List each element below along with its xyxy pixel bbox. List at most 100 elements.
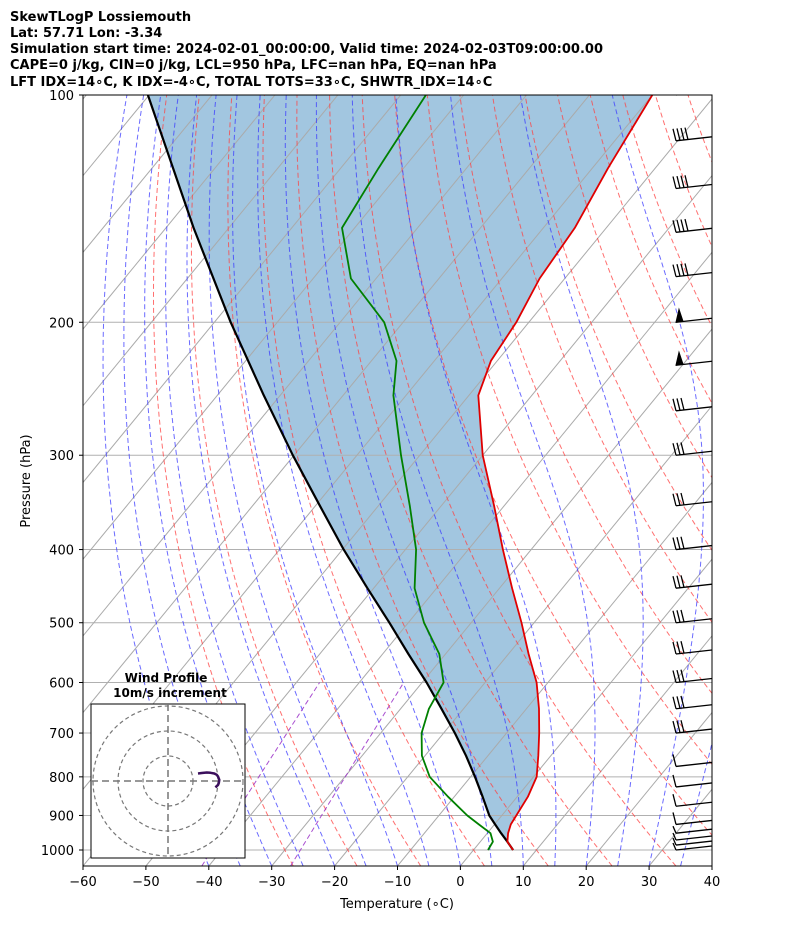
wind-barb-feather — [680, 695, 685, 709]
isotherm-line — [208, 251, 712, 866]
dry-adiabat — [557, 95, 712, 479]
dry-adiabat — [394, 95, 712, 836]
wind-barb-feather — [672, 398, 677, 411]
moist-adiabat — [519, 95, 644, 866]
moist-adiabat — [165, 95, 304, 866]
dry-adiabat — [153, 95, 294, 866]
wind-barb-feather — [675, 95, 676, 96]
wind-barb-feather — [680, 127, 685, 141]
wind-barb-feather — [672, 493, 677, 506]
wind-barb-staff — [675, 828, 712, 834]
isotherm-line — [522, 635, 712, 866]
header-indices-2: LFT IDX=14∘C, K IDX=-4∘C, TOTAL TOTS=33∘… — [10, 75, 492, 90]
wind-barb-feather — [680, 219, 685, 232]
wind-barb-feather — [672, 537, 677, 550]
moist-adiabat — [450, 95, 596, 866]
sounding-profiles — [146, 95, 654, 851]
wind-barb-feather — [672, 264, 677, 277]
x-axis-label: Temperature (∘C) — [339, 897, 454, 912]
dry-adiabat — [687, 95, 712, 164]
wind-barb-feather — [676, 175, 681, 189]
y-tick-label: 200 — [49, 316, 74, 331]
dry-adiabat — [786, 95, 794, 866]
wind-barb-feather — [672, 128, 677, 141]
wind-barb-feather — [680, 442, 685, 455]
wind-barb-feather — [676, 641, 681, 654]
inset-subtitle: 10m/s increment — [113, 686, 227, 700]
moist-adiabat — [711, 864, 712, 866]
dry-adiabat — [753, 95, 794, 866]
wind-barb-feather — [680, 263, 685, 276]
dry-adiabat — [329, 95, 613, 866]
header-title: SkewTLogP Lossiemouth — [10, 10, 191, 25]
moist-adiabat — [232, 95, 398, 866]
isotherm-line — [648, 788, 712, 866]
moist-adiabat — [208, 95, 367, 866]
wind-barb-staff — [675, 136, 712, 142]
wind-barb-pennant — [675, 350, 684, 366]
y-tick-label: 900 — [49, 809, 74, 824]
dry-adiabat — [459, 95, 712, 695]
wind-barb-feather — [672, 754, 677, 767]
y-tick-label: 300 — [49, 449, 74, 464]
wind-barb-staff — [675, 183, 712, 190]
wind-barb-feather — [680, 575, 685, 588]
isotherm-line — [83, 95, 465, 560]
wind-barb-feather — [676, 442, 681, 455]
isotherm-line — [585, 711, 712, 866]
y-tick-label: 400 — [49, 544, 74, 559]
x-tick-label: 30 — [641, 875, 658, 890]
y-axis-label: Pressure (hPa) — [19, 434, 34, 527]
y-tick-label: 800 — [49, 771, 74, 786]
dry-adiabat — [262, 95, 485, 866]
wind-barb-feather — [685, 82, 688, 94]
wind-barb-feather — [676, 610, 681, 623]
wind-barb-feather — [672, 610, 677, 623]
plot-area — [83, 82, 794, 866]
wind-barb-staff — [675, 649, 712, 655]
dry-adiabat — [721, 95, 794, 866]
isotherm-line — [460, 558, 712, 866]
header-times: Simulation start time: 2024-02-01_00:00:… — [10, 42, 603, 57]
wind-barb-feather — [680, 536, 685, 549]
mixing-ratio-line — [290, 682, 405, 866]
isotherm-line — [334, 404, 712, 866]
wind-barb-feather — [676, 398, 681, 411]
wind-barb-feather — [677, 83, 680, 95]
hodograph-line — [197, 771, 221, 789]
wind-barb-staff — [675, 450, 712, 456]
wind-barb-staff — [676, 95, 682, 96]
dry-adiabat — [296, 95, 549, 866]
wind-barb-feather — [676, 219, 681, 233]
x-tick-label: 20 — [578, 875, 595, 890]
isotherm-line — [271, 328, 712, 866]
wind-barb-feather — [676, 128, 681, 141]
wind-barb-feather — [672, 176, 677, 189]
wind-barb-staff — [675, 782, 712, 788]
moist-adiabat — [144, 95, 273, 866]
isotherm-line — [83, 95, 213, 254]
moist-adiabat — [351, 95, 524, 866]
wind-barb-feather — [680, 175, 685, 188]
isotherm-line — [775, 95, 794, 866]
x-tick-label: 0 — [456, 875, 464, 890]
x-tick-label: −50 — [132, 875, 159, 890]
wind-barb-feather — [680, 669, 685, 682]
wind-barb-feather — [672, 641, 677, 655]
wind-barb-feather — [672, 774, 677, 788]
dry-adiabat — [654, 95, 712, 248]
wind-barb-staff — [675, 406, 712, 412]
wind-barb-staff — [675, 835, 712, 841]
wind-barb-feather — [684, 263, 689, 276]
wind-barb-feather — [684, 175, 689, 188]
wind-barb-feather — [672, 696, 677, 709]
dry-adiabat — [361, 95, 677, 866]
wind-barb-feather — [672, 443, 677, 456]
wind-barb-feather — [676, 264, 681, 277]
cape-cin-shading — [147, 95, 653, 850]
parcel-profile-line — [146, 95, 515, 851]
wind-barb-staff — [675, 677, 712, 684]
wind-barb-feather — [672, 837, 677, 846]
wind-barb-feather — [676, 696, 681, 709]
